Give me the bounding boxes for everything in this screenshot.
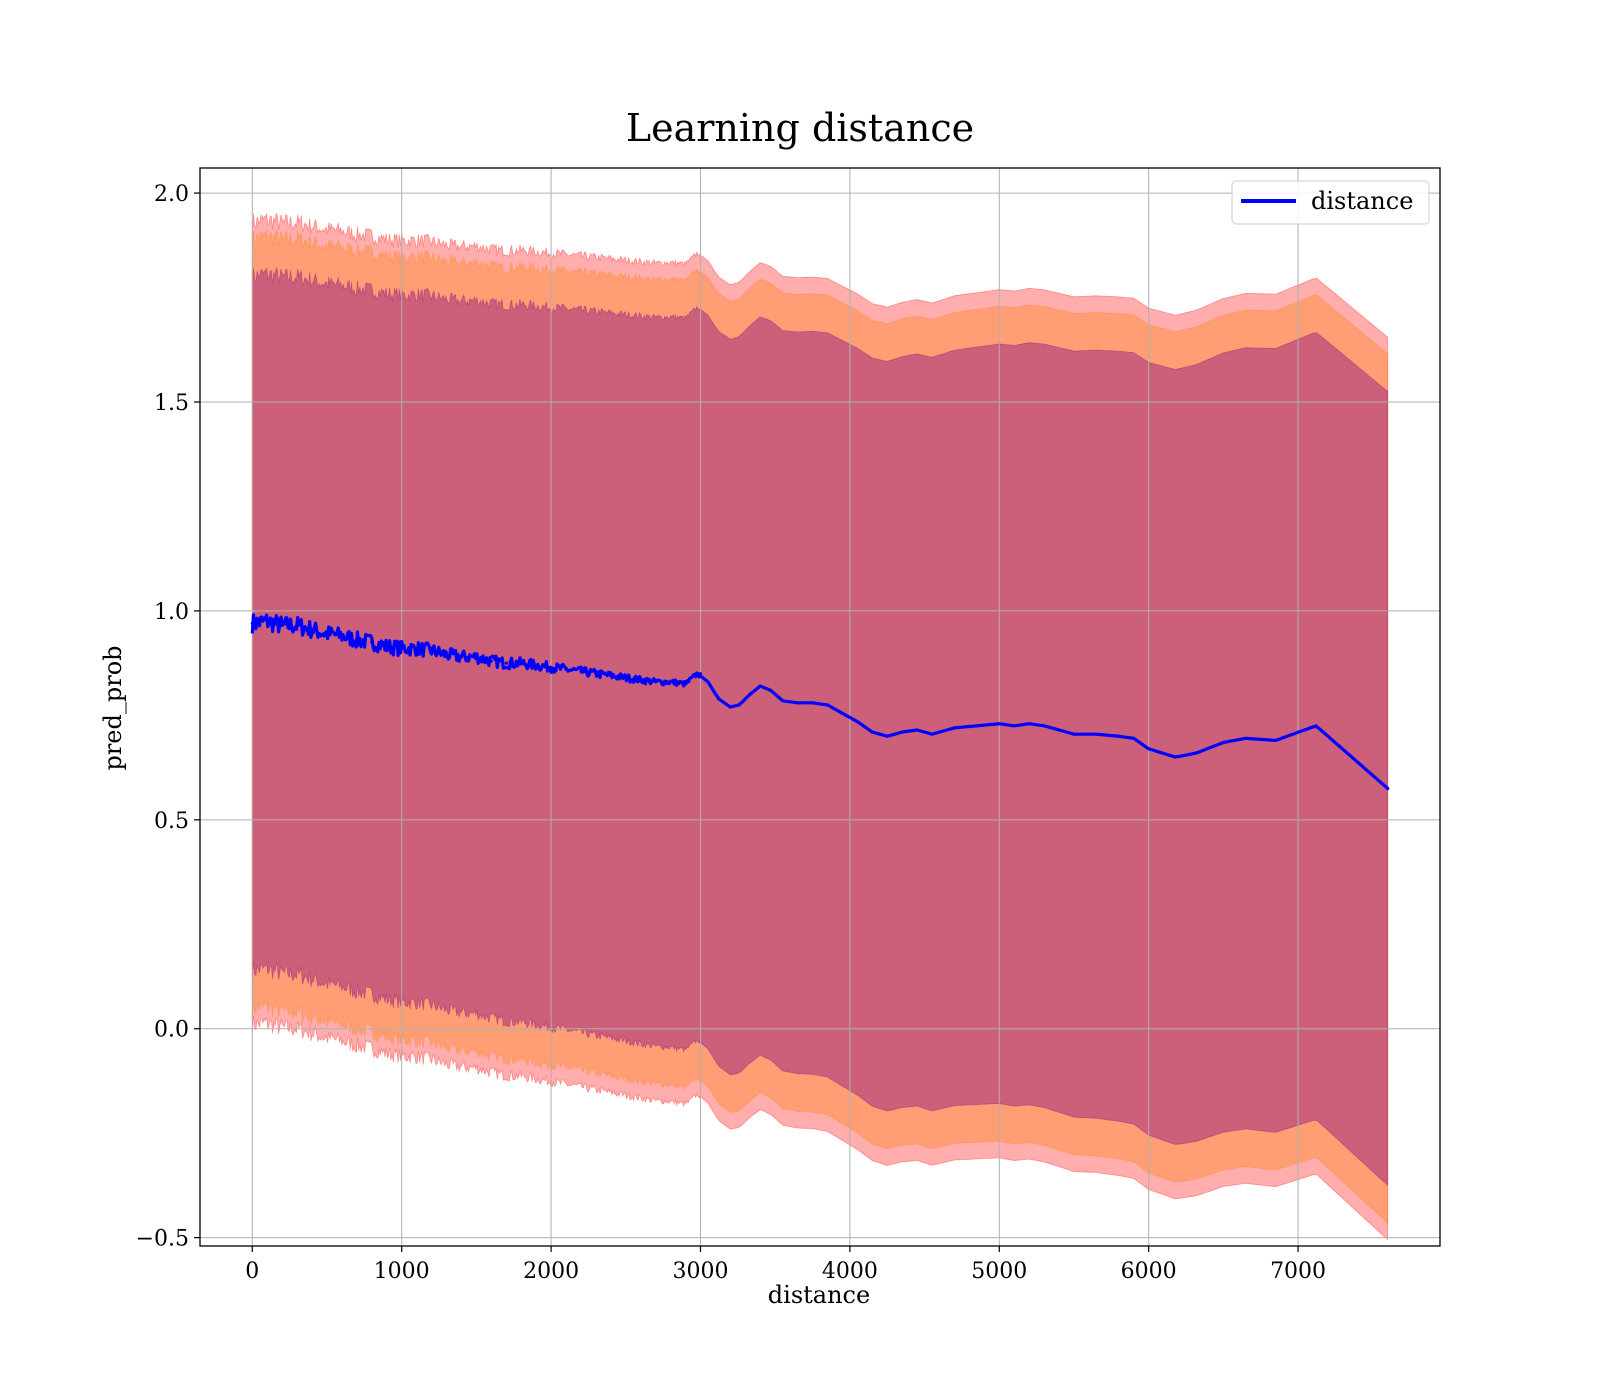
data-point	[310, 628, 314, 632]
data-point	[1042, 724, 1046, 728]
data-point	[1173, 755, 1178, 759]
data-point	[810, 701, 815, 705]
data-point	[609, 674, 613, 678]
chart-title: Learning distance	[626, 106, 974, 150]
data-point	[504, 661, 508, 665]
x-tick-label: 6000	[1121, 1259, 1177, 1284]
data-point	[900, 730, 904, 734]
data-point	[1274, 738, 1278, 743]
x-tick-label: 7000	[1270, 1259, 1326, 1284]
y-tick-label: −0.5	[136, 1227, 189, 1252]
data-point	[737, 703, 741, 707]
data-point	[795, 701, 800, 705]
y-axis-ticks: −0.5 0.0 0.5 1.0 1.5 2.0	[136, 182, 200, 1252]
data-point	[564, 667, 568, 671]
data-point	[1132, 736, 1136, 740]
data-point	[400, 646, 404, 651]
data-point	[340, 634, 344, 638]
data-point	[325, 632, 329, 636]
data-point	[1072, 732, 1076, 736]
data-point	[769, 688, 773, 692]
y-tick-label: 1.5	[154, 391, 189, 416]
data-point	[459, 655, 464, 659]
x-tick-label: 2000	[523, 1259, 579, 1284]
data-point	[825, 703, 830, 707]
data-point	[930, 732, 934, 736]
data-point	[669, 680, 673, 684]
y-tick-label: 0.0	[154, 1018, 189, 1043]
x-axis-ticks: 0 1000 2000 3000 4000 5000 6000 7000	[245, 1246, 1326, 1284]
data-point	[1027, 722, 1031, 726]
data-point	[1244, 736, 1248, 740]
data-point	[706, 680, 710, 684]
y-tick-label: 0.5	[154, 809, 189, 834]
x-tick-label: 1000	[374, 1259, 430, 1284]
legend: distance	[1231, 180, 1430, 225]
data-point	[355, 638, 359, 642]
data-point	[997, 722, 1001, 726]
data-point	[1012, 724, 1016, 728]
band-outer	[251, 212, 1389, 1241]
data-point	[1094, 732, 1098, 736]
data-point	[489, 659, 493, 663]
y-tick-label: 2.0	[154, 182, 189, 207]
data-point	[885, 734, 889, 738]
data-point	[295, 623, 299, 628]
data-point	[728, 705, 732, 709]
data-point	[1194, 751, 1199, 755]
data-point	[1386, 786, 1390, 791]
data-point	[840, 711, 845, 715]
data-point	[519, 661, 523, 665]
data-point	[1147, 747, 1151, 751]
data-point	[639, 678, 643, 682]
data-point	[870, 730, 874, 734]
x-tick-label: 3000	[672, 1259, 728, 1284]
data-point	[781, 699, 785, 703]
data-point	[952, 726, 957, 730]
data-point	[280, 623, 284, 628]
y-axis-label: pred_prob	[99, 645, 127, 770]
data-point	[594, 671, 598, 676]
series-line-distance	[250, 613, 1389, 790]
data-point	[250, 621, 254, 626]
data-point	[1314, 724, 1318, 728]
data-point	[758, 684, 762, 688]
series-lines	[250, 613, 1390, 791]
x-tick-label: 0	[245, 1259, 259, 1284]
data-point	[444, 653, 449, 657]
data-point	[1057, 728, 1061, 732]
data-point	[474, 655, 478, 659]
legend-label-distance: distance	[1311, 187, 1413, 215]
data-point	[385, 644, 389, 649]
data-point	[549, 665, 553, 669]
data-point	[429, 648, 434, 653]
data-point	[579, 669, 583, 674]
x-axis-label: distance	[768, 1281, 870, 1309]
band-middle	[251, 228, 1389, 1224]
data-point	[534, 663, 538, 667]
x-tick-label: 5000	[971, 1259, 1027, 1284]
data-point	[748, 692, 752, 697]
y-tick-label: 1.0	[154, 600, 189, 625]
data-point	[624, 676, 628, 680]
x-tick-label: 4000	[822, 1259, 878, 1284]
data-point	[683, 682, 688, 686]
data-point	[415, 646, 419, 651]
data-point	[1117, 734, 1121, 738]
data-point	[975, 724, 979, 728]
data-point	[716, 697, 721, 701]
data-point	[654, 680, 658, 684]
data-point	[370, 640, 374, 644]
plot-frame	[199, 167, 1441, 1247]
data-point	[695, 671, 700, 676]
data-point	[915, 728, 919, 732]
uncertainty-bands	[251, 212, 1389, 1241]
data-point	[1221, 740, 1225, 745]
data-point	[855, 720, 859, 724]
band-inner	[251, 266, 1389, 1187]
data-point	[265, 619, 269, 623]
legend-box	[1231, 180, 1430, 225]
